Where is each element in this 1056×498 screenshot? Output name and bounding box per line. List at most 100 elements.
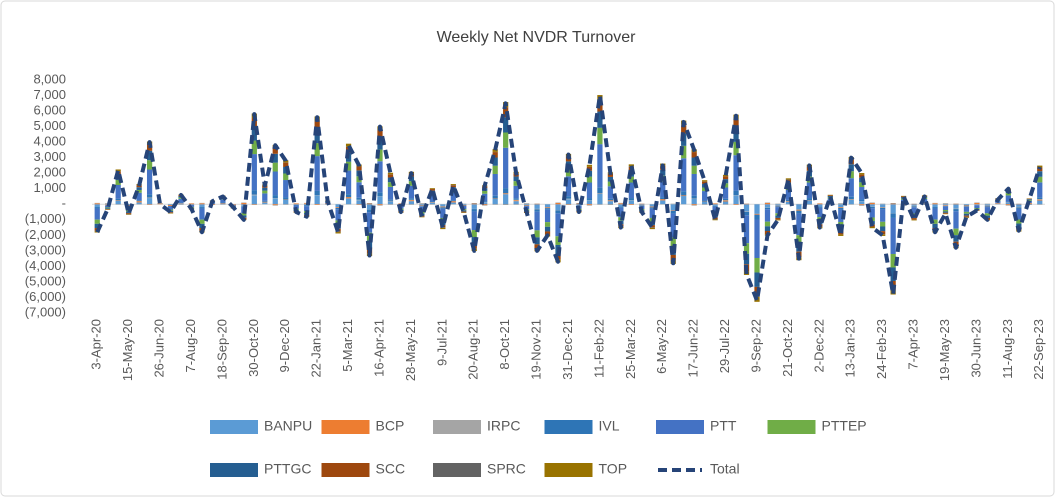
bar-segment	[681, 191, 687, 196]
bar-segment	[963, 204, 970, 206]
legend-label: BCP	[376, 418, 405, 434]
bar-segment	[911, 213, 917, 216]
bar-segment	[890, 203, 896, 205]
total-line	[95, 93, 1042, 303]
x-tick-label: 6-May-22	[654, 319, 669, 374]
bar-segment	[272, 198, 278, 205]
bar-segment	[628, 204, 634, 205]
bar-segment	[272, 153, 278, 163]
bar-segment	[586, 164, 593, 167]
bar-segment	[513, 201, 519, 205]
bar-segment	[660, 169, 666, 176]
x-tick-label: 30-Oct-20	[246, 319, 261, 377]
bar-segment	[419, 216, 425, 218]
bar-segment	[670, 237, 676, 247]
bar-segment	[785, 201, 792, 205]
bar-segment	[628, 200, 634, 205]
bar-segment	[785, 178, 792, 180]
bar-segment	[199, 208, 205, 220]
bar-segment	[450, 202, 456, 205]
y-tick-label: 7,000	[33, 87, 66, 102]
bar-segment	[555, 213, 561, 237]
bar-segment	[848, 171, 854, 179]
bar-segment	[848, 196, 854, 200]
bar-segment	[544, 226, 551, 232]
bar-segment	[722, 201, 729, 205]
bar-segment	[283, 162, 289, 167]
bar-segment	[754, 213, 760, 215]
x-tick-label: 26-Jun-20	[152, 319, 167, 378]
bar-segment	[503, 194, 509, 205]
bar-segment	[963, 206, 970, 207]
bar-segment	[335, 207, 341, 210]
bar-segment	[984, 207, 991, 214]
bar-segment	[1005, 193, 1011, 196]
bar-segment	[126, 211, 132, 213]
bar-segment	[366, 212, 373, 233]
bar-segment	[586, 200, 593, 205]
bar-segment	[1037, 197, 1043, 200]
bar-segment	[565, 198, 572, 200]
bar-segment	[335, 232, 341, 234]
bar-segment	[859, 173, 865, 175]
bar-segment	[199, 203, 205, 205]
bar-segment	[1016, 208, 1022, 220]
bar-segment	[932, 204, 938, 208]
bar-segment	[356, 166, 362, 171]
bar-segment	[848, 178, 854, 197]
bar-segment	[251, 127, 257, 141]
bar-segment	[356, 200, 362, 205]
bar-segment	[953, 228, 959, 236]
bar-segment	[984, 213, 991, 216]
bar-segment	[471, 211, 477, 231]
bar-segment	[419, 205, 425, 207]
bar-segment	[272, 162, 278, 172]
bar-segment	[345, 197, 352, 199]
bar-segment	[691, 173, 697, 196]
bar-segment	[408, 181, 415, 186]
bar-segment	[544, 204, 551, 208]
bar-segment	[1016, 219, 1022, 224]
bar-segment	[607, 198, 614, 201]
bar-segment	[1005, 195, 1011, 202]
bar-segment	[953, 204, 959, 209]
bar-segment	[429, 188, 435, 189]
bar-segment	[105, 205, 111, 208]
bar-segment	[796, 209, 802, 211]
bar-segment	[1037, 171, 1043, 177]
bar-segment	[272, 204, 278, 206]
y-tick-label: (1,000)	[25, 211, 66, 226]
bar-segment	[607, 176, 614, 182]
bar-segment	[775, 215, 781, 218]
bar-segment	[461, 204, 467, 206]
bar-segment	[534, 230, 540, 238]
bar-segment	[712, 205, 718, 207]
bar-segment	[607, 201, 614, 205]
bar-segment	[136, 192, 142, 201]
bar-segment	[618, 206, 624, 208]
bar-segment	[314, 143, 320, 157]
bar-segment	[880, 207, 886, 210]
bar-segment	[136, 202, 142, 205]
bar-segment	[649, 225, 655, 228]
bar-segment	[94, 219, 100, 224]
bar-segment	[555, 236, 561, 245]
x-tick-label: 20-Aug-21	[466, 319, 481, 380]
bar-segment	[482, 204, 488, 206]
bar-segment	[293, 203, 299, 205]
bar-segment	[544, 208, 551, 210]
bar-segment	[241, 215, 247, 218]
bar-segment	[932, 208, 938, 220]
legend-swatch	[210, 420, 258, 434]
bar-segment	[838, 207, 844, 208]
bar-segment	[775, 217, 781, 220]
bar-segment	[534, 237, 540, 245]
bar-segment	[1037, 199, 1043, 201]
bar-segment	[136, 189, 142, 193]
bar-segment	[597, 193, 603, 205]
bar-segment	[911, 204, 917, 206]
x-tick-label: 18-Sep-20	[214, 319, 229, 380]
bar-segment	[146, 197, 153, 199]
bar-segment	[880, 234, 886, 236]
